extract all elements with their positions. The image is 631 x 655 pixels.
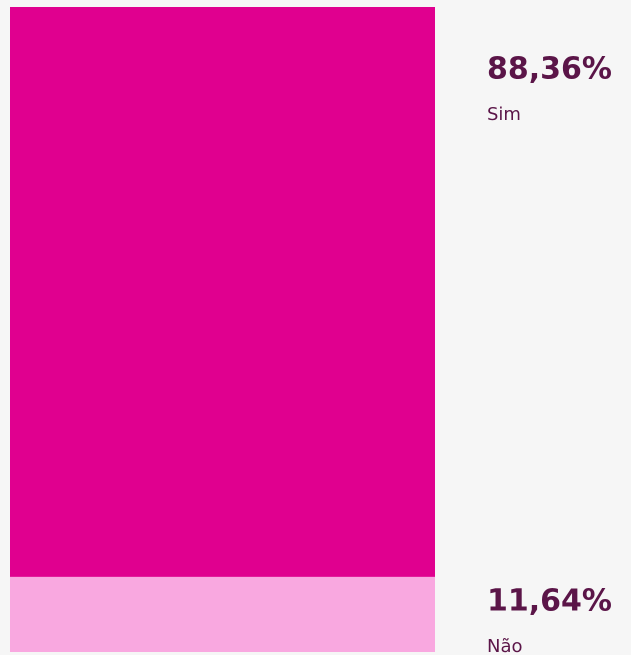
- legend-label: Sim: [487, 104, 521, 125]
- value-label: 11,64%: [487, 583, 612, 618]
- legend-label: Não: [487, 636, 523, 655]
- bar-segment: [10, 576, 435, 652]
- value-label: 88,36%: [487, 52, 612, 87]
- bar-segment: [10, 7, 435, 577]
